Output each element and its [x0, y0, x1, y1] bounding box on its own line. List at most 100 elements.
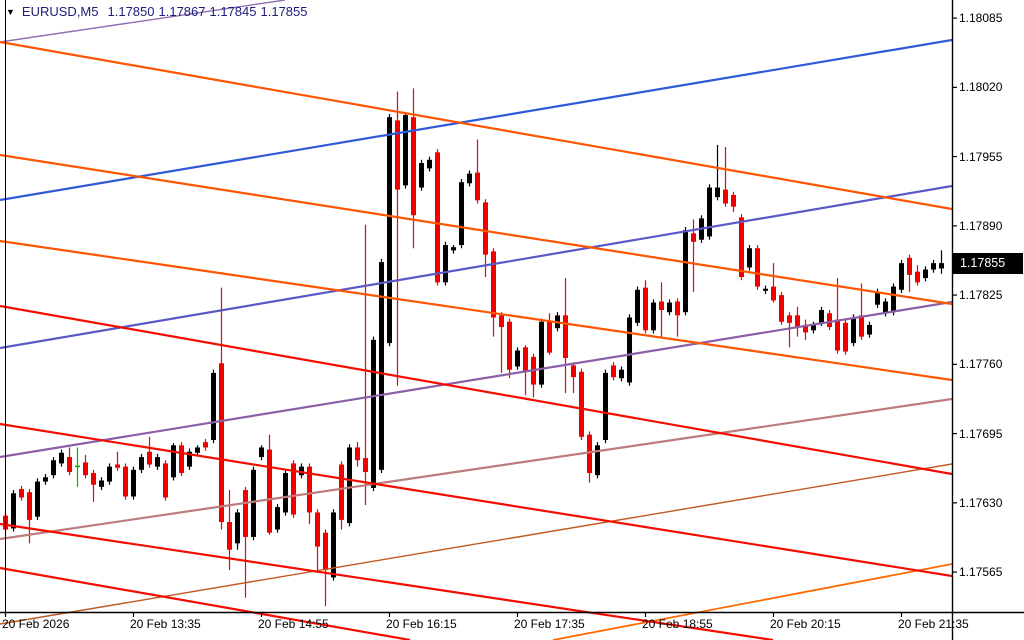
candle-body [539, 321, 544, 385]
candle-body [387, 117, 392, 344]
candle-body [827, 313, 832, 328]
candle-body [339, 464, 344, 520]
candle-body [355, 447, 360, 461]
close-value: 1.17855 [260, 4, 308, 19]
candle-body [579, 371, 584, 437]
descending-line-orange-3[interactable] [0, 239, 952, 382]
candle-body [267, 449, 272, 533]
candle-body [115, 464, 120, 468]
price-axis-label: 1.17695 [959, 426, 1003, 441]
candle-body [563, 315, 568, 358]
candle-body [675, 301, 680, 316]
price-axis-label: 1.17890 [959, 218, 1003, 233]
candle-body [907, 257, 912, 275]
descending-line-red-1[interactable] [0, 304, 952, 476]
candle-body [347, 447, 352, 524]
candle-body [755, 248, 760, 287]
candle-body [275, 507, 280, 530]
candle-body [59, 452, 64, 464]
candle-body [547, 321, 552, 353]
candle-body [899, 263, 904, 290]
descending-line-orange-2[interactable] [0, 153, 952, 306]
descending-line-orange-1[interactable] [0, 40, 952, 211]
time-axis-label: 20 Feb 13:35 [130, 617, 201, 631]
candle-body [635, 289, 640, 323]
candle-body [35, 481, 40, 517]
candle-body [507, 321, 512, 370]
price-axis-label: 1.17565 [959, 565, 1003, 580]
candle-body [851, 317, 856, 344]
candle-body [179, 445, 184, 474]
open-value: 1.17850 [107, 4, 155, 19]
candle-body [211, 372, 216, 441]
descending-line-red-3[interactable] [0, 522, 774, 640]
candle-body [483, 202, 488, 255]
candle-body [523, 347, 528, 372]
time-axis-label: 20 Feb 16:15 [386, 617, 457, 631]
price-axis-label: 1.17825 [959, 288, 1003, 303]
candle-body [187, 451, 192, 467]
ascending-line-purple-top[interactable] [0, 0, 286, 43]
candle-body [691, 233, 696, 242]
candle-body [67, 457, 72, 472]
candle-body [587, 434, 592, 474]
price-axis-label: 1.17955 [959, 149, 1003, 164]
candle-body [683, 230, 688, 313]
candle-body [787, 315, 792, 323]
candle-body [867, 324, 872, 335]
candle-body [235, 512, 240, 544]
chart-title: ▼ EURUSD,M5 1.17850 1.17867 1.17845 1.17855 [6, 4, 312, 19]
ascending-line-purple[interactable] [0, 300, 952, 459]
candle-body [779, 295, 784, 322]
candle-body [859, 315, 864, 337]
candle-body [43, 477, 48, 482]
ascending-line-slateblue[interactable] [0, 184, 952, 350]
candle-body [811, 324, 816, 331]
candle-body [915, 271, 920, 283]
candle-body [203, 442, 208, 448]
candle-body [595, 445, 600, 476]
candle-body [259, 447, 264, 458]
candle-body [83, 462, 88, 476]
candle-body [739, 217, 744, 277]
chevron-down-icon[interactable]: ▼ [6, 7, 15, 17]
candle-body [883, 301, 888, 314]
candle-body [723, 189, 728, 204]
candle-body [75, 465, 80, 468]
candle-body [123, 466, 128, 497]
candle-body [467, 173, 472, 184]
candle-body [51, 460, 56, 476]
descending-line-red-2[interactable] [0, 422, 952, 578]
candle-body [419, 163, 424, 188]
candle-body [19, 489, 24, 498]
ascending-line-orange-bottom[interactable] [552, 563, 952, 640]
candle-body [707, 187, 712, 237]
descending-line-red-4[interactable] [0, 566, 411, 640]
candle-body [491, 251, 496, 318]
candle-body [299, 466, 304, 476]
candle-body [611, 365, 616, 378]
candle-body [163, 463, 168, 498]
ascending-line-blue[interactable] [0, 38, 952, 202]
candle-body [363, 458, 368, 472]
candle-body [315, 512, 320, 547]
ascending-line-sienna[interactable] [0, 463, 952, 625]
candle-body [227, 522, 232, 550]
time-axis-label: 20 Feb 20:15 [770, 617, 841, 631]
candle-body [515, 350, 520, 367]
candle-body [875, 291, 880, 305]
time-axis-label: 20 Feb 17:35 [514, 617, 585, 631]
candle-body [107, 466, 112, 482]
candle-body [763, 288, 768, 291]
candle-body [667, 302, 672, 313]
candle-body [171, 445, 176, 478]
candle-body [451, 247, 456, 251]
candle-body [331, 512, 336, 578]
candle-body [731, 194, 736, 207]
candle-body [251, 469, 256, 537]
candle-body [715, 187, 720, 198]
candle-body [323, 532, 328, 570]
ascending-line-rosybrown[interactable] [0, 397, 952, 541]
